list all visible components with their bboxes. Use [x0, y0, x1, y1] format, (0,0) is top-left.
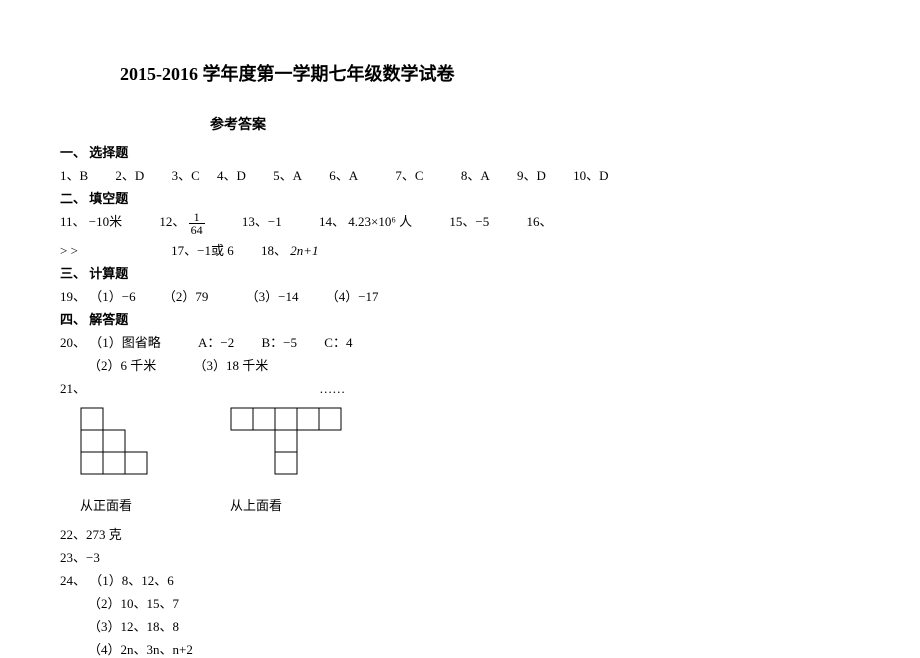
front-view-block: 从正面看: [80, 407, 150, 514]
q20-p3: （3）18 千米: [194, 355, 269, 374]
q19-p2: （2）79: [163, 286, 209, 305]
q21-label: 21、: [60, 378, 86, 397]
q20-p1b: A：−2: [198, 332, 234, 351]
q22-line: 22、273 克: [60, 524, 840, 543]
q24-p2: （2）10、15、7: [60, 593, 840, 612]
q24-p3: （3）12、18、8: [60, 616, 840, 635]
fb-14-label: 14、: [319, 211, 345, 230]
top-view-shape: [230, 407, 345, 477]
q20-line-1: 20、 （1）图省略 A：−2 B：−5 C：4: [60, 332, 840, 351]
q19-label: 19、: [60, 286, 86, 305]
mc-3: 3、C: [172, 165, 200, 184]
front-view-shape: [80, 407, 150, 477]
fb-18-label: 18、: [261, 240, 287, 259]
fb-12-fraction: 1 64: [189, 211, 205, 236]
mc-1: 1、B: [60, 165, 88, 184]
q20-label: 20、: [60, 332, 86, 351]
q24-p4: （4）2n、3n、n+2: [60, 639, 840, 658]
answers-subtitle: 参考答案: [210, 114, 840, 134]
mc-2: 2、D: [115, 165, 144, 184]
q19-p3: （3）−14: [246, 286, 299, 305]
fb-11-val: −10米: [89, 211, 122, 230]
section-3-header: 三、 计算题: [60, 263, 840, 282]
calc-line: 19、 （1）−6 （2）79 （3）−14 （4）−17: [60, 286, 840, 305]
fb-17: 17、−1或 6: [171, 240, 234, 259]
fb-15: 15、−5: [449, 211, 489, 230]
mc-7: 7、C: [395, 165, 423, 184]
q24-line-1: 24、 （1）8、12、6: [60, 570, 840, 589]
section-4-header: 四、 解答题: [60, 309, 840, 328]
fill-blank-line-1: 11、 −10米 12、 1 64 13、−1 14、 4.23×10⁶ 人 1…: [60, 211, 840, 236]
mc-5: 5、A: [273, 165, 302, 184]
q24-p1: （1）8、12、6: [89, 570, 174, 589]
fb-12-label: 12、: [159, 211, 185, 230]
section-1-header: 一、 选择题: [60, 142, 840, 161]
q24-label: 24、: [60, 570, 86, 589]
fb-11-label: 11、: [60, 211, 86, 230]
q20-p1a: （1）图省略: [89, 332, 161, 351]
fb-14-val: 4.23×10⁶ 人: [348, 211, 412, 230]
front-view-caption: 从正面看: [80, 495, 150, 514]
q19-p1: （1）−6: [89, 286, 135, 305]
q20-p2: （2）6 千米: [88, 355, 156, 374]
mc-9: 9、D: [517, 165, 546, 184]
q21-line: 21、 ……: [60, 378, 840, 397]
fb-16-val: > >: [60, 243, 78, 259]
q20-p1d: C：4: [324, 332, 352, 351]
views-row: 从正面看 从上面看: [80, 407, 840, 514]
fb-16-label: 16、: [526, 211, 552, 230]
section-2-header: 二、 填空题: [60, 188, 840, 207]
mc-6: 6、A: [329, 165, 358, 184]
q20-p1c: B：−5: [262, 332, 298, 351]
top-view-caption: 从上面看: [230, 495, 345, 514]
fill-blank-line-2: > > 17、−1或 6 18、 2n+1: [60, 240, 840, 259]
fb-13: 13、−1: [242, 211, 282, 230]
fb-18-val: 2n+1: [290, 243, 318, 259]
page-title: 2015-2016 学年度第一学期七年级数学试卷: [120, 60, 840, 86]
mc-answers-line: 1、B 2、D 3、C 4、D 5、A 6、A 7、C 8、A 9、D 10、D: [60, 165, 840, 184]
q21-dots: ……: [319, 381, 345, 397]
fraction-denominator: 64: [189, 224, 205, 236]
q23-line: 23、−3: [60, 547, 840, 566]
mc-8: 8、A: [461, 165, 490, 184]
mc-10: 10、D: [573, 165, 608, 184]
mc-4: 4、D: [217, 165, 246, 184]
q19-p4: （4）−17: [326, 286, 379, 305]
top-view-block: 从上面看: [230, 407, 345, 514]
q20-line-2: （2）6 千米 （3）18 千米: [60, 355, 840, 374]
page: 2015-2016 学年度第一学期七年级数学试卷 参考答案 一、 选择题 1、B…: [0, 0, 920, 650]
